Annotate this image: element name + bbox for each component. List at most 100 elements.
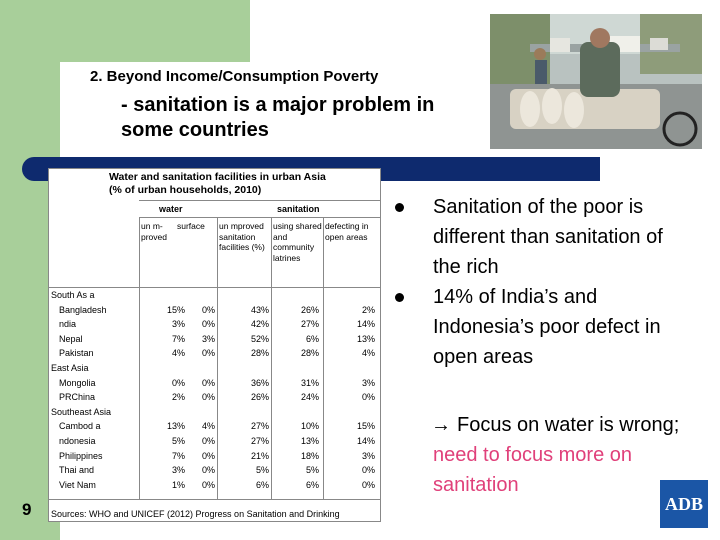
- row-value: 0%: [201, 436, 215, 446]
- row-value: 3%: [361, 450, 375, 461]
- table-region-row: South As a: [49, 289, 380, 303]
- bullet-highlight-text: need to focus more on sanitation: [433, 444, 633, 496]
- row-label: East Asia: [51, 363, 89, 373]
- row-label: Philippines: [59, 450, 103, 461]
- table-col-line: [139, 217, 140, 499]
- adb-logo: ADB: [660, 480, 708, 528]
- row-value: 7%: [171, 333, 185, 344]
- row-value: 2%: [361, 304, 375, 315]
- col-header-open-defecation: defecting in open areas: [325, 221, 369, 242]
- row-value: 28%: [300, 348, 319, 359]
- row-label: PRChina: [59, 392, 96, 403]
- row-value: 43%: [250, 304, 269, 315]
- water-group-header: water: [159, 204, 183, 214]
- row-value: 26%: [300, 304, 319, 315]
- row-value: 0%: [201, 377, 215, 388]
- row-value: 13%: [166, 421, 185, 432]
- col-header-unimproved-water: un m- proved: [141, 221, 167, 242]
- row-value: 0%: [361, 465, 375, 476]
- row-value: 28%: [250, 348, 269, 359]
- row-value: 15%: [356, 421, 375, 432]
- slide-subheading: - sanitation is a major problem in some …: [121, 94, 435, 141]
- row-value: 0%: [201, 319, 215, 330]
- table-rule: [139, 217, 380, 218]
- row-value: 4%: [171, 348, 185, 359]
- row-label: ndia: [59, 319, 77, 330]
- row-label: Pakistan: [59, 348, 94, 359]
- sanitation-table: Water and sanitation facilities in urban…: [48, 168, 381, 522]
- bullet-text: Focus on water is wrong; need to focus m…: [433, 410, 693, 500]
- row-value: 3%: [361, 377, 375, 388]
- table-region-row: Southeast Asia: [49, 406, 380, 420]
- col-header-unimproved-sanitation: un mproved sanitation facilities (%): [219, 221, 265, 252]
- row-label: Viet Nam: [59, 479, 96, 490]
- row-value: 26%: [250, 392, 269, 403]
- row-value: 0%: [201, 304, 215, 315]
- row-value: 4%: [201, 421, 215, 432]
- row-value: 42%: [250, 319, 269, 330]
- row-value: 1%: [171, 479, 185, 490]
- row-value: 13%: [356, 333, 375, 344]
- slide-heading: 2. Beyond Income/Consumption Poverty: [90, 68, 379, 85]
- table-rule: [49, 287, 380, 288]
- slide-number: 9: [22, 500, 32, 519]
- bullet-dot-icon: [395, 293, 404, 302]
- row-value: 3%: [171, 319, 185, 330]
- table-row: PRChina 2% 0% 26% 24% 0%: [49, 391, 380, 405]
- arrow-right-icon: →: [431, 414, 451, 436]
- row-value: 4%: [361, 348, 375, 359]
- table-col-line: [217, 217, 218, 499]
- row-value: 27%: [250, 421, 269, 432]
- sanitation-group-header: sanitation: [277, 204, 320, 214]
- row-value: 10%: [300, 421, 319, 432]
- row-label: Bangladesh: [59, 304, 107, 315]
- col-header-shared-latrines: using shared and community latrines: [273, 221, 322, 263]
- table-subtitle: (% of urban households, 2010): [109, 184, 262, 196]
- table-title: Water and sanitation facilities in urban…: [109, 171, 326, 183]
- row-value: 5%: [171, 436, 185, 446]
- row-value: 14%: [356, 436, 375, 446]
- row-label: Nepal: [59, 333, 83, 344]
- table-row: Pakistan 4% 0% 28% 28% 4%: [49, 347, 380, 361]
- table-rule: [49, 499, 380, 500]
- cyclists-photo: [490, 14, 702, 149]
- title-background: [60, 62, 250, 158]
- bullet-text: 14% of India’s and Indonesia’s poor defe…: [433, 286, 661, 368]
- table-row: Cambod a 13% 4% 27% 10% 15%: [49, 420, 380, 434]
- row-value: 5%: [305, 465, 319, 476]
- row-value: 13%: [300, 436, 319, 446]
- table-source: Sources: WHO and UNICEF (2012) Progress …: [51, 509, 340, 519]
- table-row: Philippines 7% 0% 21% 18% 3%: [49, 450, 380, 464]
- table-row: Viet Nam 1% 0% 6% 6% 0%: [49, 479, 380, 493]
- table-row: Thai and 3% 0% 5% 5% 0%: [49, 464, 380, 478]
- row-value: 21%: [250, 450, 269, 461]
- col-header-surface-water: surface: [177, 221, 205, 231]
- table-row: ndonesia 5% 0% 27% 13% 14%: [49, 435, 380, 449]
- row-value: 0%: [201, 392, 215, 403]
- row-value: 0%: [201, 479, 215, 490]
- table-rule: [139, 200, 380, 201]
- row-value: 2%: [171, 392, 185, 403]
- row-value: 7%: [171, 450, 185, 461]
- table-col-line: [323, 217, 324, 499]
- row-value: 15%: [166, 304, 185, 315]
- row-value: 18%: [300, 450, 319, 461]
- row-value: 3%: [201, 333, 215, 344]
- row-value: 3%: [171, 465, 185, 476]
- row-value: 27%: [250, 436, 269, 446]
- row-label: South As a: [51, 290, 95, 300]
- bullet-dot-icon: [395, 203, 404, 212]
- table-row: Mongolia 0% 0% 36% 31% 3%: [49, 377, 380, 391]
- row-label: Thai and: [59, 465, 95, 476]
- row-value: 0%: [361, 479, 375, 490]
- row-value: 0%: [201, 465, 215, 476]
- row-value: 24%: [300, 392, 319, 403]
- table-col-line: [271, 217, 272, 499]
- row-value: 14%: [356, 319, 375, 330]
- table-region-row: East Asia: [49, 362, 380, 376]
- bullet-plain-text: Focus on water is wrong;: [457, 414, 680, 436]
- row-label: Mongolia: [59, 377, 96, 388]
- bullet-text: Sanitation of the poor is different than…: [433, 196, 663, 278]
- table-row: Nepal 7% 3% 52% 6% 13%: [49, 333, 380, 347]
- row-value: 0%: [201, 348, 215, 359]
